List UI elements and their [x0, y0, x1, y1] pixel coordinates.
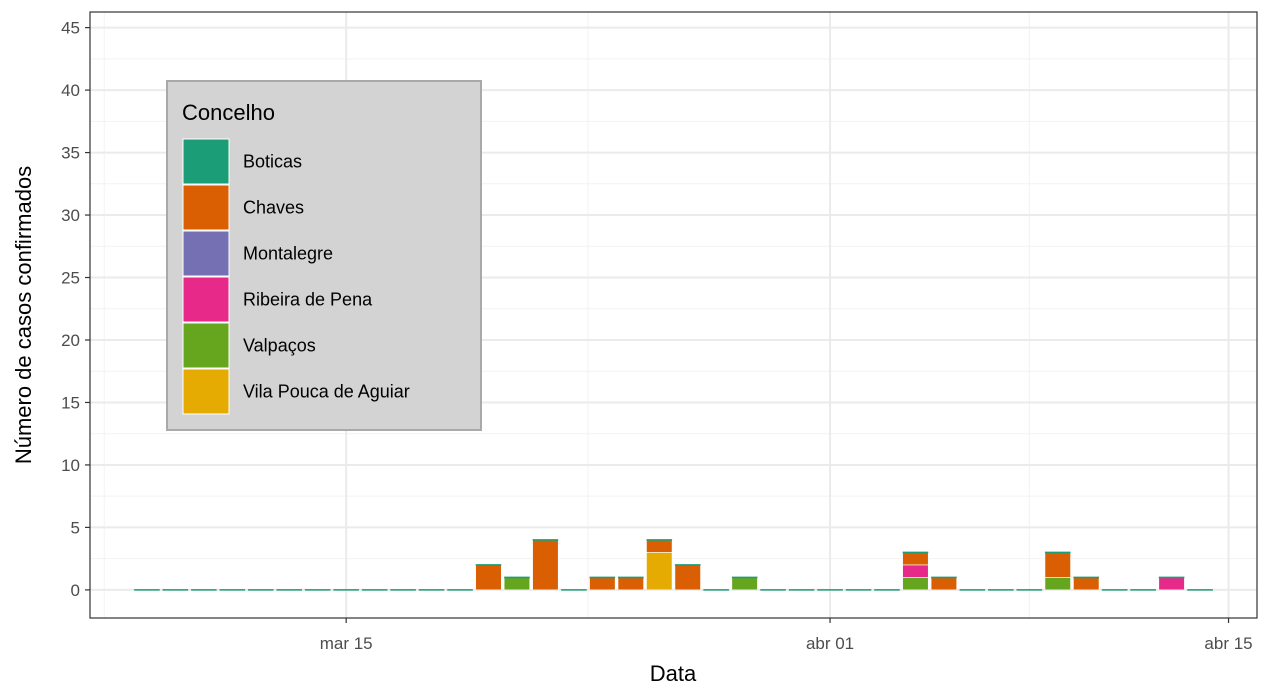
y-tick-label: 10: [61, 456, 80, 475]
legend-label: Vila Pouca de Aguiar: [243, 382, 410, 402]
x-tick-label: abr 15: [1204, 634, 1252, 653]
legend-label: Valpaços: [243, 336, 316, 356]
x-tick-label: mar 15: [320, 634, 373, 653]
legend-key: [182, 322, 230, 369]
y-tick-label: 25: [61, 269, 80, 288]
bar-segment: [475, 564, 502, 591]
bar-segment: [503, 577, 531, 591]
y-tick-label: 15: [61, 393, 80, 412]
y-tick-label: 40: [61, 81, 80, 100]
bar-segment: [589, 577, 616, 591]
legend-key: [182, 230, 230, 277]
y-tick-label: 0: [71, 581, 80, 600]
bar-segment: [902, 564, 929, 578]
bar-segment: [646, 539, 673, 553]
y-axis: 0 5 10 15 20 25 30 35 40 45: [61, 19, 90, 600]
legend-label: Chaves: [243, 198, 304, 218]
bar-segment: [617, 577, 644, 591]
bar-segment: [1073, 577, 1100, 591]
y-tick-label: 45: [61, 19, 80, 38]
y-tick-label: 20: [61, 331, 80, 350]
bar-segment: [930, 577, 958, 591]
bar-segment: [646, 552, 673, 591]
bar-segment: [1044, 577, 1071, 591]
bar-segment: [731, 577, 758, 591]
legend-label: Montalegre: [243, 244, 333, 264]
bar-segment: [902, 577, 929, 591]
legend-key: [182, 138, 230, 185]
bars-layer: [134, 539, 1213, 591]
bar-segment: [674, 564, 701, 591]
legend-items: Boticas Chaves Montalegre Ribeira de Pena Va…: [182, 138, 410, 415]
legend-key: [182, 276, 230, 323]
legend-label: Ribeira de Pena: [243, 290, 373, 310]
plot-panel-border: [89, 11, 1258, 619]
legend: Concelho Boticas Chaves Montalegre Ribeira …: [166, 80, 482, 431]
bar-segment: [1044, 552, 1071, 578]
y-tick-label: 35: [61, 144, 80, 163]
y-axis-title: Número de casos confirmados: [11, 166, 36, 464]
legend-title: Concelho: [182, 100, 275, 125]
bar-segment: [1158, 577, 1185, 591]
y-tick-label: 5: [71, 518, 80, 537]
legend-key: [182, 368, 230, 415]
x-axis-title: Data: [650, 661, 697, 686]
bar-segment: [532, 539, 559, 591]
legend-key: [182, 184, 230, 231]
y-tick-label: 30: [61, 206, 80, 225]
x-tick-label: abr 01: [806, 634, 854, 653]
x-axis: mar 15 abr 01 abr 15: [320, 618, 1253, 653]
bar-segment: [902, 552, 929, 566]
legend-label: Boticas: [243, 152, 302, 172]
